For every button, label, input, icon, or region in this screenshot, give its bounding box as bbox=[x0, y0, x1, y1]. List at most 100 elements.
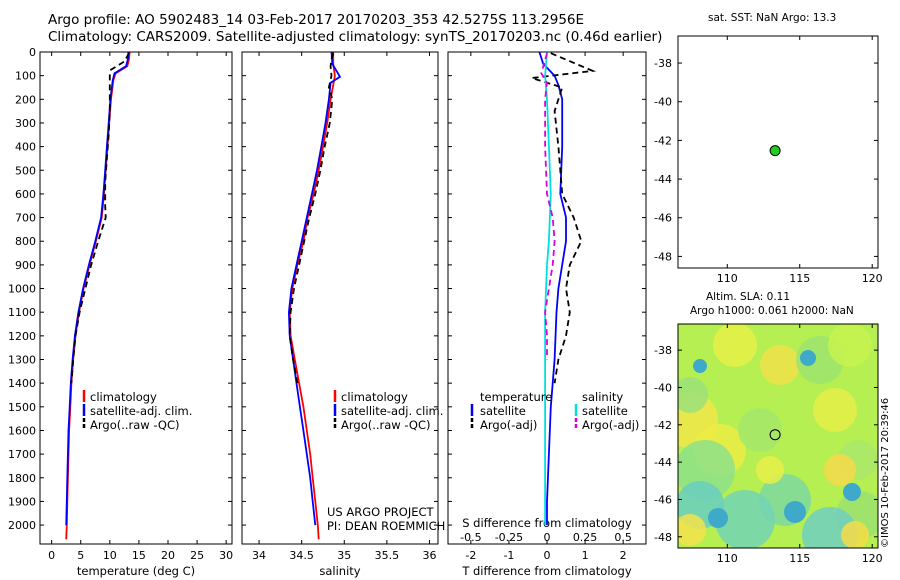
series-line-temperature-satellite bbox=[538, 51, 567, 526]
x-tick-label: 20 bbox=[161, 549, 175, 562]
map-x-tick-label: 110 bbox=[717, 272, 738, 285]
map-y-tick-label: -40 bbox=[654, 96, 672, 109]
x-top-tick-label: 0.25 bbox=[573, 531, 598, 544]
map-x-tick-label: 120 bbox=[862, 272, 883, 285]
sst-title: sat. SST: NaN Argo: 13.3 bbox=[708, 12, 837, 24]
x-tick-label: 35 bbox=[337, 549, 351, 562]
x-axis-label: T difference from climatology bbox=[461, 564, 632, 578]
map-y-tick-label: -42 bbox=[654, 419, 672, 432]
y-tick-label: 300 bbox=[15, 117, 36, 130]
y-tick-label: 1300 bbox=[8, 354, 36, 367]
panel-frame bbox=[241, 51, 439, 545]
sla-blob-low bbox=[708, 508, 728, 528]
sla-blob bbox=[824, 454, 856, 486]
x-top-tick-label: -0.25 bbox=[495, 531, 523, 544]
map-y-tick-label: -48 bbox=[654, 531, 672, 544]
y-tick-label: 700 bbox=[15, 212, 36, 225]
sla-blob-low bbox=[693, 359, 707, 373]
y-tick-label: 1200 bbox=[8, 330, 36, 343]
map-y-tick-label: -46 bbox=[654, 493, 672, 506]
map-y-tick-label: -44 bbox=[654, 173, 672, 186]
profile-panel-2: 34 34.5 35 35.5 36 salinity climatologysatelli… bbox=[241, 51, 445, 578]
x-axis-label: salinity bbox=[319, 564, 360, 578]
sla-blob bbox=[713, 324, 757, 367]
y-tick-label: 1800 bbox=[8, 472, 36, 485]
map-frame bbox=[677, 35, 879, 269]
sla-blob bbox=[828, 324, 872, 367]
x-tick-label: 34.5 bbox=[289, 549, 314, 562]
y-tick-label: 900 bbox=[15, 259, 36, 272]
sla-blob bbox=[760, 345, 800, 385]
legend-title: temperature bbox=[480, 390, 552, 404]
sla-blob bbox=[841, 521, 869, 548]
panel-frame bbox=[39, 51, 233, 545]
legend-title: salinity bbox=[582, 390, 623, 404]
x-tick-label: 30 bbox=[219, 549, 233, 562]
map-x-tick-label: 115 bbox=[789, 552, 810, 565]
y-tick-label: 2000 bbox=[8, 519, 36, 532]
sla-blob-low bbox=[843, 483, 861, 501]
series-line-argo-raw-qc- bbox=[70, 52, 130, 384]
sla-blob bbox=[678, 514, 706, 546]
x-tick-label: -1 bbox=[503, 549, 514, 562]
x-tick-label: 34 bbox=[252, 549, 266, 562]
altim-title-2: Argo h1000: 0.061 h2000: NaN bbox=[690, 305, 854, 317]
project-label: US ARGO PROJECT bbox=[327, 505, 435, 519]
profile-panel-3: -2 -1 0 1 2-0.5 -0.25 0 0.25 0.5S difference fro… bbox=[447, 51, 647, 578]
map-y-tick-label: -48 bbox=[654, 250, 672, 263]
series-line-satellite-adj-clim- bbox=[287, 51, 342, 526]
sla-field bbox=[678, 324, 878, 548]
sla-map: 110 115 120 -38 -40 -42 -44 -46 -48 bbox=[654, 323, 883, 565]
map-y-tick-label: -42 bbox=[654, 134, 672, 147]
panel-frame bbox=[447, 51, 647, 545]
y-tick-label: 1100 bbox=[8, 306, 36, 319]
y-tick-label: 200 bbox=[15, 93, 36, 106]
legend-label: climatology bbox=[341, 390, 408, 404]
x-tick-label: 0 bbox=[544, 549, 551, 562]
map-x-tick-label: 115 bbox=[789, 272, 810, 285]
legend-label: Argo(..raw -QC) bbox=[90, 418, 180, 432]
legend-label: satellite-adj. clim. bbox=[90, 404, 192, 418]
sla-blob bbox=[756, 456, 784, 484]
x-tick-label: 1 bbox=[582, 549, 589, 562]
y-tick-label: 1000 bbox=[8, 283, 36, 296]
x-tick-label: 10 bbox=[103, 549, 117, 562]
map-y-tick-label: -38 bbox=[654, 57, 672, 70]
y-tick-label: 600 bbox=[15, 188, 36, 201]
x-tick-label: 25 bbox=[190, 549, 204, 562]
sla-blob-low bbox=[800, 350, 816, 366]
title-line-2: Climatology: CARS2009. Satellite-adjuste… bbox=[48, 29, 663, 45]
sla-blob bbox=[813, 388, 857, 432]
x-top-tick-label: 0.5 bbox=[614, 531, 632, 544]
series-line-climatology bbox=[288, 52, 336, 540]
map-y-tick-label: -46 bbox=[654, 212, 672, 225]
series-line-satellite-adj-clim- bbox=[65, 51, 130, 526]
pi-label: PI: DEAN ROEMMICH bbox=[327, 519, 445, 533]
altim-title-1: Altim. SLA: 0.11 bbox=[706, 291, 791, 303]
y-tick-label: 1700 bbox=[8, 448, 36, 461]
sla-blob bbox=[738, 408, 782, 452]
y-tick-label: 500 bbox=[15, 164, 36, 177]
x-tick-label: 35.5 bbox=[375, 549, 400, 562]
series-line-argo-raw-qc- bbox=[288, 52, 335, 384]
map-x-tick-label: 110 bbox=[717, 552, 738, 565]
x-top-tick-label: -0.5 bbox=[460, 531, 481, 544]
y-tick-label: 100 bbox=[15, 70, 36, 83]
x-axis-label: temperature (deg C) bbox=[77, 564, 195, 578]
y-tick-label: 800 bbox=[15, 235, 36, 248]
y-tick-label: 0 bbox=[29, 46, 36, 59]
legend-label: satellite bbox=[582, 404, 628, 418]
legend-label: satellite-adj. clim. bbox=[341, 404, 443, 418]
map-y-tick-label: -44 bbox=[654, 456, 672, 469]
x-tick-label: 36 bbox=[422, 549, 436, 562]
argo-position-marker bbox=[769, 145, 781, 157]
series-line-salinity-argo-adj- bbox=[540, 52, 556, 360]
legend-label: satellite bbox=[480, 404, 526, 418]
y-tick-label: 1600 bbox=[8, 424, 36, 437]
map-x-tick-label: 120 bbox=[862, 552, 883, 565]
sla-blob bbox=[715, 490, 775, 548]
x-tick-label: 0 bbox=[48, 549, 55, 562]
series-line-climatology bbox=[65, 51, 131, 540]
title-line-1: Argo profile: AO 5902483_14 03-Feb-2017 … bbox=[48, 12, 585, 28]
